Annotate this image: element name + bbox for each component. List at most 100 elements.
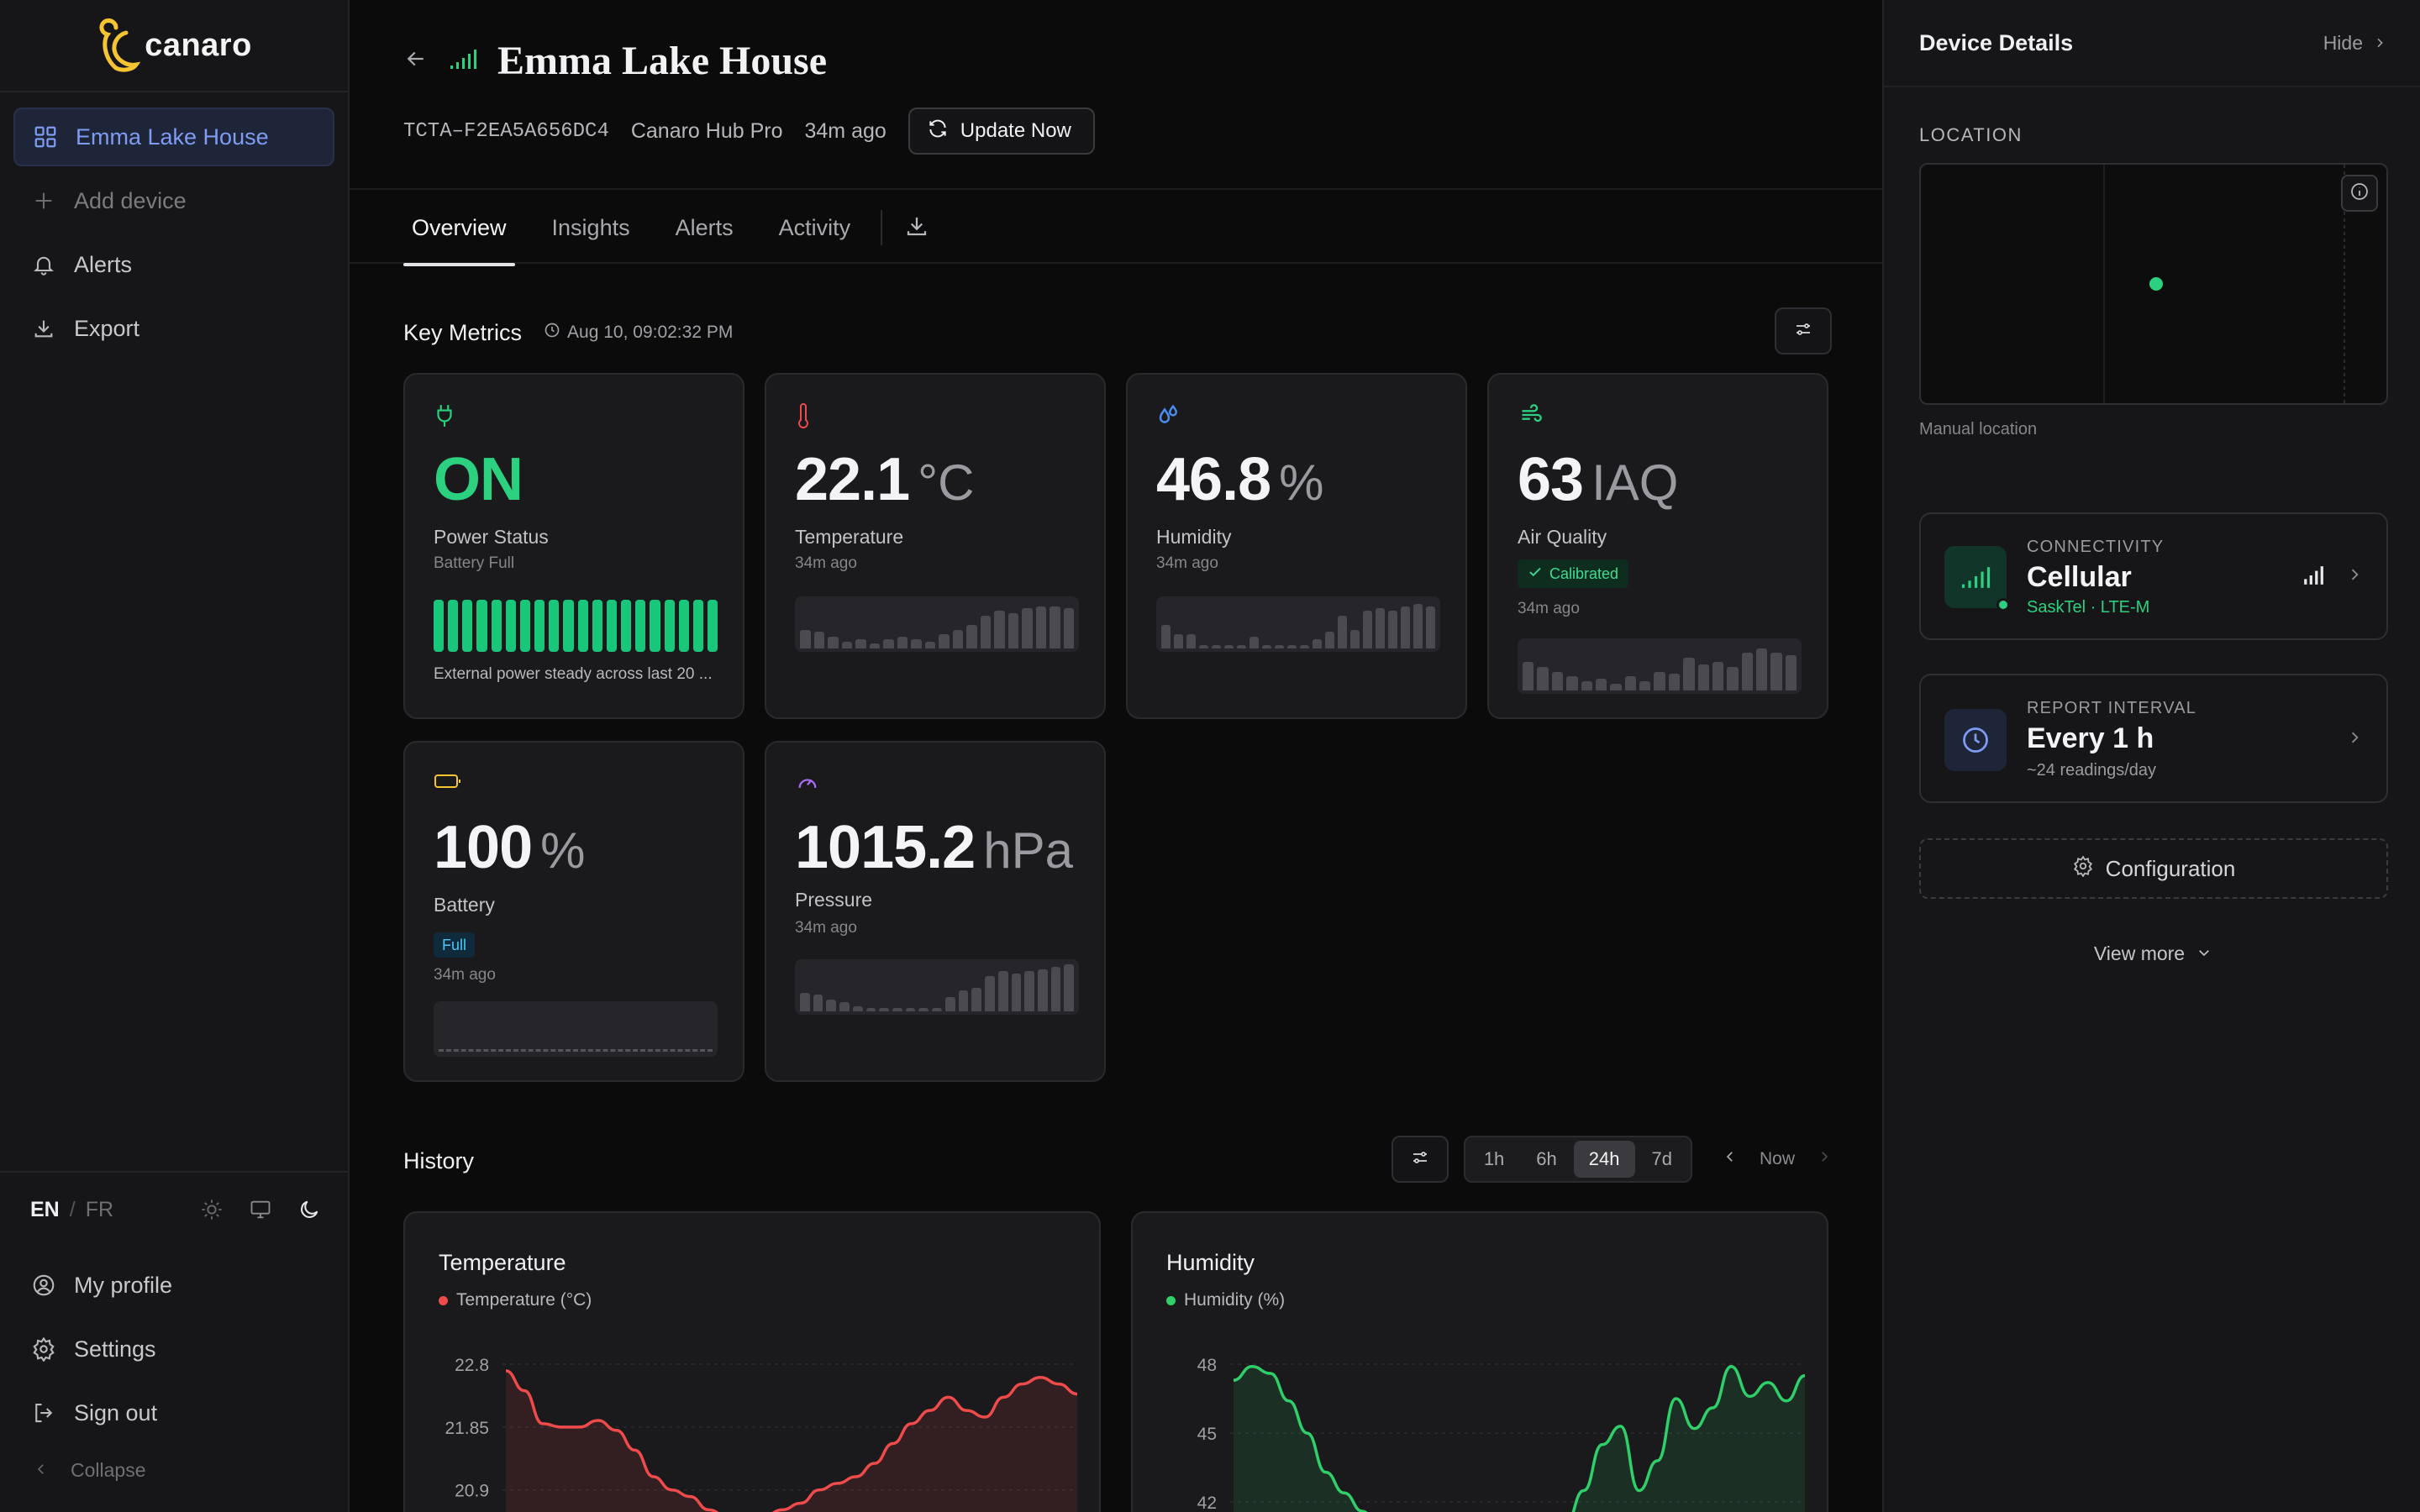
lang-fr[interactable]: FR [85,1197,114,1221]
chevron-left-icon[interactable] [1723,1149,1738,1169]
collapse-sidebar-button[interactable]: Collapse [13,1445,334,1495]
sidebar-nav: Emma Lake House Add device Alerts Export [13,108,334,363]
monitor-icon[interactable] [249,1198,272,1226]
chevron-right-icon [2346,566,2363,587]
chevron-right-icon [2346,729,2363,750]
sign-out-label: Sign out [74,1399,158,1425]
history-filter-button[interactable] [1391,1136,1449,1183]
plug-icon [434,403,455,433]
metrics-filter-button[interactable] [1775,307,1832,354]
battery-full-badge: Full [434,932,476,958]
spark-bar [897,637,908,648]
power-status-value: ON [434,446,523,513]
spark-bar [852,1006,863,1011]
lang-en[interactable]: EN [30,1197,60,1221]
hide-label: Hide [2323,31,2363,54]
update-now-button[interactable]: Update Now [908,108,1095,155]
brand-logo[interactable]: canaro [0,0,350,92]
range-7d[interactable]: 7d [1651,1148,1672,1169]
calibrated-badge: Calibrated [1518,559,1629,588]
settings-link[interactable]: Settings [13,1317,334,1381]
battery-updated: 34m ago [434,966,496,984]
tab-overview[interactable]: Overview [403,191,515,266]
temperature-card[interactable]: 22.1 °C Temperature 34m ago [765,373,1106,719]
location-map[interactable] [1919,163,2388,405]
power-status-card[interactable]: ON Power Status Battery Full External po… [403,373,744,719]
battery-card[interactable]: 100% Battery Full 34m ago [403,741,744,1082]
power-bar [505,600,516,652]
report-interval-card[interactable]: REPORT INTERVAL Every 1 h ~24 readings/d… [1919,674,2388,803]
brand-name: canaro [145,27,252,63]
gear-icon [2072,855,2094,883]
spark-bar [1668,674,1681,690]
temperature-updated: 34m ago [795,554,857,572]
spark-bar [1275,645,1284,648]
humidity-chart-card: Humidity Humidity (%) 48 45 42 [1131,1211,1828,1512]
spark-bar [892,1008,902,1011]
spark-bar [1401,606,1410,648]
sidebar-item-label: Export [74,315,140,341]
spark-bar [1300,645,1309,648]
range-6h[interactable]: 6h [1536,1148,1557,1169]
hide-panel-button[interactable]: Hide [2323,32,2386,55]
chevron-right-icon[interactable] [1817,1149,1832,1169]
air-quality-updated: 34m ago [1518,600,1580,617]
sidebar-item-emma-lake-house[interactable]: Emma Lake House [13,108,334,166]
tab-insights[interactable]: Insights [551,214,630,240]
spark-bar [918,1008,929,1011]
chevron-left-icon [34,1459,49,1482]
view-more-button[interactable]: View more [1884,942,2420,965]
tab-activity[interactable]: Activity [778,214,851,240]
power-bar [650,600,660,652]
spark-bar [1212,645,1221,648]
spark-bar [1161,625,1171,648]
spark-bar [1199,645,1208,648]
view-more-label: View more [2093,942,2186,964]
spark-bar [952,629,963,648]
info-icon [2349,181,2370,206]
sign-out-link[interactable]: Sign out [13,1381,334,1445]
my-profile-link[interactable]: My profile [13,1253,334,1317]
spark-bar [839,1001,850,1011]
moon-icon[interactable] [297,1198,321,1226]
air-quality-card[interactable]: 63 IAQ Air Quality Calibrated 34m ago [1487,373,1828,719]
spark-bar [1388,611,1397,648]
spark-bar [800,992,810,1011]
interval-icon-box [1944,709,2007,771]
sidebar-item-export[interactable]: Export [13,299,334,358]
sidebar-item-add-device[interactable]: Add device [13,171,334,230]
range-1h[interactable]: 1h [1483,1148,1505,1169]
history-header: History 1h 6h 24h 7d Now [403,1136,1832,1186]
back-arrow-icon[interactable] [403,46,429,76]
pressure-card[interactable]: 1015.2 hPa Pressure 34m ago [765,741,1106,1082]
location-marker[interactable] [2149,277,2163,291]
humidity-card[interactable]: 46.8% Humidity 34m ago [1126,373,1467,719]
sidebar-item-alerts[interactable]: Alerts [13,235,334,294]
clock-icon [544,322,560,344]
temperature-chart: 22.8 21.85 20.9 [445,1356,1078,1512]
temperature-label: Temperature [795,526,904,548]
tab-bar: Overview Insights Alerts Activity [350,188,1882,266]
download-icon[interactable] [904,213,929,243]
spark-bar [1413,603,1423,648]
chart-legend: Temperature (°C) [439,1290,592,1310]
now-label: Now [1759,1149,1795,1168]
spark-bar [1727,667,1739,690]
range-24h[interactable]: 24h [1573,1141,1635,1178]
configuration-button[interactable]: Configuration [1919,838,2388,899]
spark-bar [1174,634,1183,648]
spark-bar [1024,971,1034,1011]
spark-bar [1037,969,1048,1011]
temperature-chart-card: Temperature Temperature (°C) 22.8 21.85 20… [403,1211,1101,1512]
connectivity-card[interactable]: CONNECTIVITY Cellular SaskTel · LTE-M [1919,512,2388,640]
sun-icon[interactable] [200,1198,224,1226]
spark-bar [1022,608,1033,648]
device-details-panel: Device Details Hide LOCATION Manual loca… [1882,0,2420,1512]
map-info-button[interactable] [2341,175,2378,212]
power-bar [462,600,473,652]
settings-label: Settings [74,1336,156,1362]
tab-alerts[interactable]: Alerts [675,214,734,240]
power-bar [606,600,618,652]
power-bar [577,600,588,652]
